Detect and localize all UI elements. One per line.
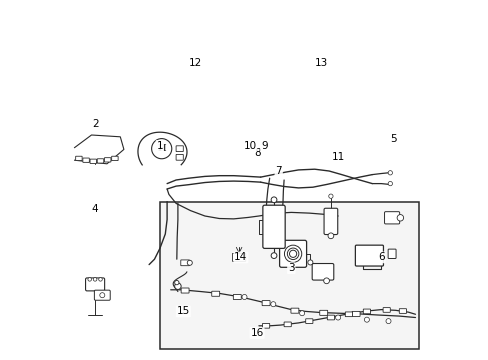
- Text: 7: 7: [275, 166, 282, 176]
- FancyBboxPatch shape: [305, 319, 312, 323]
- FancyBboxPatch shape: [355, 245, 383, 266]
- FancyBboxPatch shape: [211, 291, 219, 296]
- FancyBboxPatch shape: [290, 308, 298, 313]
- FancyBboxPatch shape: [76, 156, 82, 161]
- FancyBboxPatch shape: [176, 154, 183, 160]
- FancyBboxPatch shape: [90, 159, 96, 163]
- Circle shape: [387, 171, 392, 175]
- Circle shape: [387, 181, 392, 186]
- FancyBboxPatch shape: [319, 310, 327, 315]
- Polygon shape: [75, 135, 123, 164]
- FancyBboxPatch shape: [104, 158, 111, 162]
- FancyBboxPatch shape: [262, 323, 269, 328]
- Text: 1: 1: [156, 141, 163, 151]
- Text: 2: 2: [92, 119, 98, 129]
- Text: 5: 5: [390, 134, 396, 144]
- Circle shape: [242, 294, 246, 300]
- Circle shape: [187, 260, 192, 265]
- Circle shape: [174, 280, 179, 285]
- FancyBboxPatch shape: [279, 240, 306, 267]
- Circle shape: [93, 278, 97, 281]
- Text: 8: 8: [253, 148, 260, 158]
- Text: 13: 13: [315, 58, 328, 68]
- Text: 4: 4: [92, 204, 98, 214]
- Circle shape: [396, 215, 403, 221]
- Text: 15: 15: [176, 306, 189, 316]
- Circle shape: [88, 278, 91, 281]
- FancyBboxPatch shape: [111, 156, 118, 161]
- Circle shape: [100, 293, 104, 298]
- FancyBboxPatch shape: [351, 311, 359, 316]
- FancyBboxPatch shape: [181, 260, 189, 266]
- Circle shape: [299, 311, 304, 316]
- FancyBboxPatch shape: [387, 249, 395, 258]
- Text: H: H: [157, 144, 165, 153]
- FancyBboxPatch shape: [97, 159, 103, 163]
- FancyBboxPatch shape: [232, 253, 245, 261]
- Text: 11: 11: [331, 152, 344, 162]
- Text: 16: 16: [250, 328, 263, 338]
- FancyBboxPatch shape: [82, 158, 89, 162]
- Text: 10: 10: [243, 141, 256, 151]
- FancyBboxPatch shape: [384, 212, 399, 224]
- FancyBboxPatch shape: [382, 307, 389, 312]
- Circle shape: [323, 278, 329, 284]
- FancyBboxPatch shape: [94, 290, 110, 300]
- Text: 12: 12: [189, 58, 202, 68]
- Text: 9: 9: [261, 141, 267, 151]
- FancyBboxPatch shape: [263, 205, 285, 248]
- Polygon shape: [138, 132, 186, 165]
- FancyBboxPatch shape: [176, 146, 183, 152]
- Bar: [160, 202, 418, 349]
- Text: 3: 3: [287, 263, 294, 273]
- Circle shape: [174, 283, 181, 289]
- Circle shape: [99, 278, 102, 281]
- Circle shape: [151, 139, 171, 159]
- FancyBboxPatch shape: [324, 208, 337, 235]
- Circle shape: [385, 319, 390, 324]
- FancyBboxPatch shape: [311, 264, 333, 280]
- Circle shape: [335, 315, 340, 320]
- Text: 14: 14: [234, 252, 247, 262]
- FancyBboxPatch shape: [345, 312, 352, 317]
- Circle shape: [307, 260, 312, 265]
- FancyBboxPatch shape: [233, 294, 241, 300]
- FancyBboxPatch shape: [181, 288, 189, 293]
- FancyBboxPatch shape: [363, 309, 370, 314]
- Circle shape: [270, 253, 276, 258]
- Circle shape: [328, 194, 332, 198]
- FancyBboxPatch shape: [326, 315, 334, 320]
- Circle shape: [270, 197, 276, 203]
- FancyBboxPatch shape: [85, 278, 104, 291]
- Text: 6: 6: [377, 252, 384, 262]
- Circle shape: [327, 233, 333, 239]
- Circle shape: [270, 302, 275, 307]
- Circle shape: [364, 317, 368, 322]
- FancyBboxPatch shape: [399, 309, 406, 313]
- FancyBboxPatch shape: [284, 322, 291, 327]
- FancyBboxPatch shape: [262, 301, 269, 306]
